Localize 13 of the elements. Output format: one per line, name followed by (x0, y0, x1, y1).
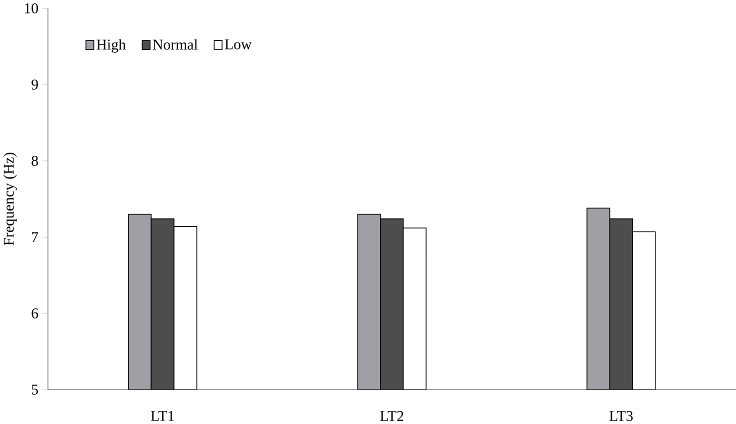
y-tick-label: 6 (32, 308, 38, 318)
y-tick-label: 9 (32, 79, 38, 90)
y-tick-label: 7 (32, 232, 38, 242)
y-tick-label: 8 (32, 156, 38, 166)
x-tick-label: LT2 (380, 410, 404, 421)
y-tick-label: 10 (24, 3, 38, 14)
y-tick-label: 5 (32, 384, 38, 394)
x-tick-label: LT1 (150, 410, 174, 421)
legend-label: High (96, 39, 126, 53)
x-tick-label: LT3 (609, 410, 633, 421)
y-axis-title: Frequency (Hz) (3, 152, 17, 246)
legend-label: Normal (152, 39, 198, 50)
legend-label: Low (224, 39, 252, 50)
